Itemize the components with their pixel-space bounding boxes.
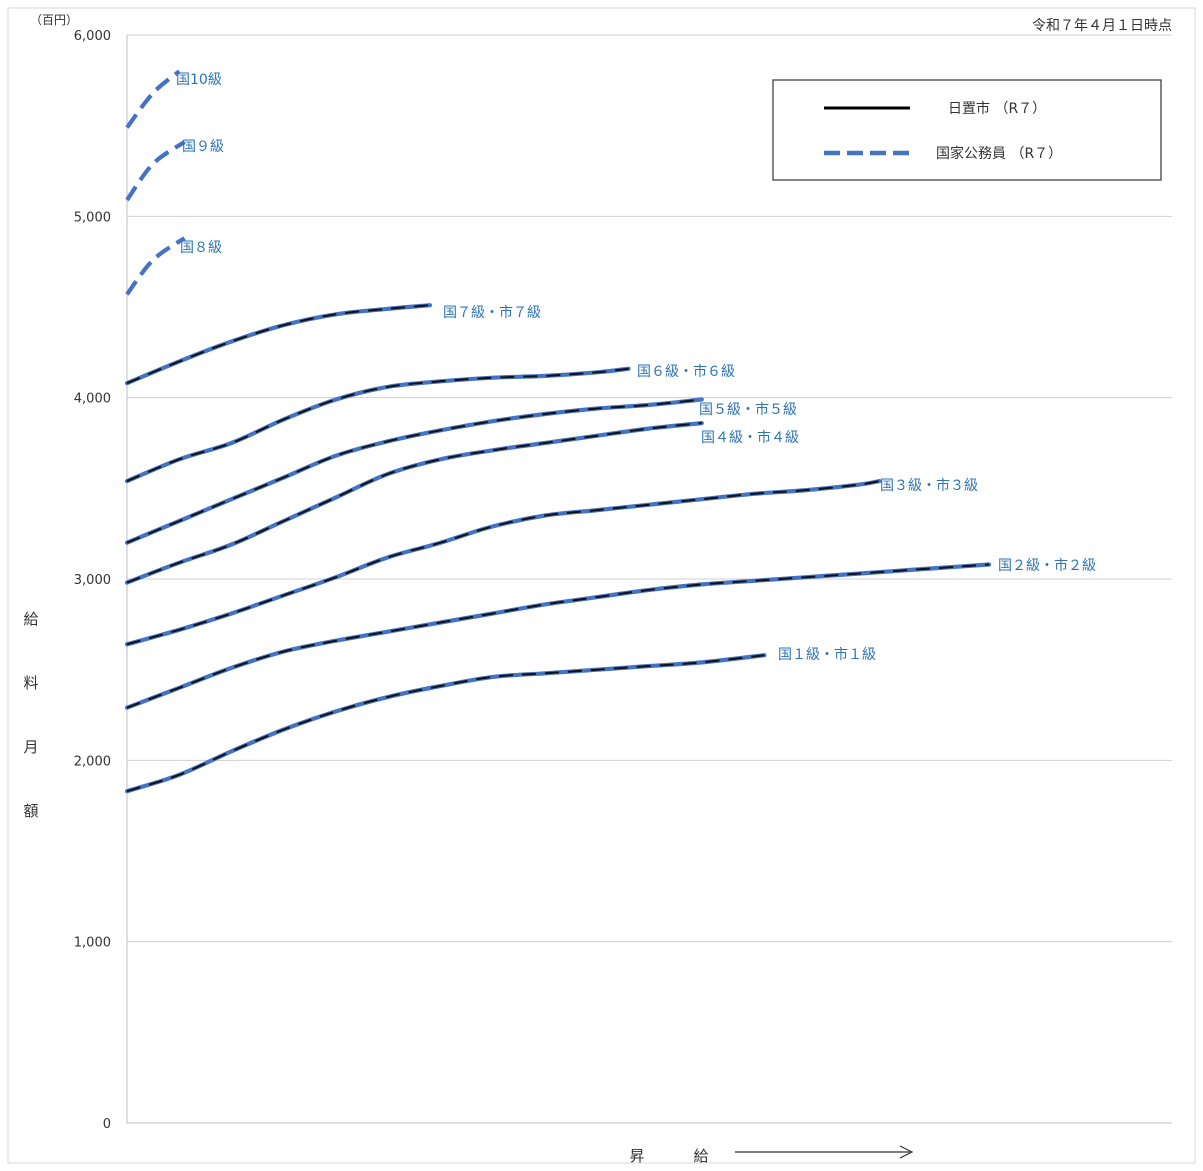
- series-4: [124, 303, 433, 386]
- series-3: [125, 236, 186, 296]
- series-line-national: [125, 236, 186, 296]
- series-layer: [124, 69, 992, 794]
- chart-title: 令和７年４月１日時点: [1032, 18, 1172, 34]
- legend-label-national: 国家公務員 （R７）: [936, 145, 1062, 162]
- x-axis-label-char: 給: [693, 1147, 710, 1165]
- y-tick-label: 0: [103, 1117, 111, 1132]
- series-line-national: [125, 140, 186, 202]
- series-6: [124, 397, 704, 545]
- series-label: 国３級・市３級: [880, 477, 978, 494]
- series-line-national: [124, 479, 882, 647]
- series-label: 国８級: [180, 240, 222, 256]
- y-unit-label: （百円）: [30, 13, 78, 27]
- grid-lines: [127, 34, 1172, 943]
- series-labels: 国10級国９級国８級国７級・市７級国６級・市６級国５級・市５級国４級・市４級国３…: [176, 72, 1096, 663]
- legend-label-city: 日置市 （R７）: [948, 100, 1046, 117]
- y-axis-label-char: 給: [23, 610, 38, 628]
- series-line-national: [124, 303, 433, 386]
- series-1: [125, 69, 181, 129]
- y-tick-label: 3,000: [74, 573, 111, 588]
- series-line-city: [126, 304, 431, 385]
- series-line-national: [124, 366, 631, 484]
- series-label: 国１級・市１級: [778, 646, 876, 663]
- series-5: [124, 366, 631, 484]
- y-tick-label: 6,000: [74, 29, 111, 44]
- series-9: [124, 562, 992, 710]
- series-line-city: [126, 563, 990, 709]
- legend: 日置市 （R７） 国家公務員 （R７）: [772, 79, 1162, 181]
- series-label: 国５級・市５級: [699, 401, 797, 418]
- y-tick-label: 1,000: [74, 936, 111, 951]
- series-line-national: [124, 653, 767, 794]
- series-label: 国４級・市４級: [701, 429, 799, 446]
- x-axis-label: 昇給: [629, 1145, 914, 1165]
- series-line-city: [126, 398, 702, 544]
- series-7: [124, 421, 704, 585]
- series-line-national: [124, 562, 992, 710]
- series-label: 国７級・市７級: [443, 304, 541, 321]
- plot-border: [7, 7, 1196, 1164]
- series-line-city: [126, 654, 765, 793]
- series-label: 国６級・市６級: [637, 363, 735, 380]
- series-2: [125, 140, 186, 202]
- series-line-city: [126, 367, 629, 483]
- series-line-national: [125, 69, 181, 129]
- x-axis-arrowhead: [899, 1145, 914, 1159]
- legend-box: [772, 79, 1162, 181]
- series-label: 国10級: [176, 72, 222, 88]
- series-line-national: [124, 397, 704, 545]
- x-axis-label-char: 昇: [629, 1147, 646, 1165]
- series-line-city: [126, 480, 880, 646]
- series-10: [124, 653, 767, 794]
- series-label: 国２級・市２級: [998, 557, 1096, 574]
- y-axis-label-char: 額: [23, 802, 38, 820]
- series-label: 国９級: [182, 139, 224, 155]
- y-axis-label-char: 料: [23, 674, 38, 692]
- y-tick-label: 2,000: [74, 754, 111, 769]
- y-tick-label: 4,000: [74, 392, 111, 407]
- axes: 0 1,000 2,000 3,000 4,000 5,000 6,000: [74, 29, 1172, 1132]
- series-line-city: [126, 422, 702, 584]
- series-8: [124, 479, 882, 647]
- y-axis-label-char: 月: [23, 738, 38, 756]
- y-tick-label: 5,000: [74, 210, 111, 225]
